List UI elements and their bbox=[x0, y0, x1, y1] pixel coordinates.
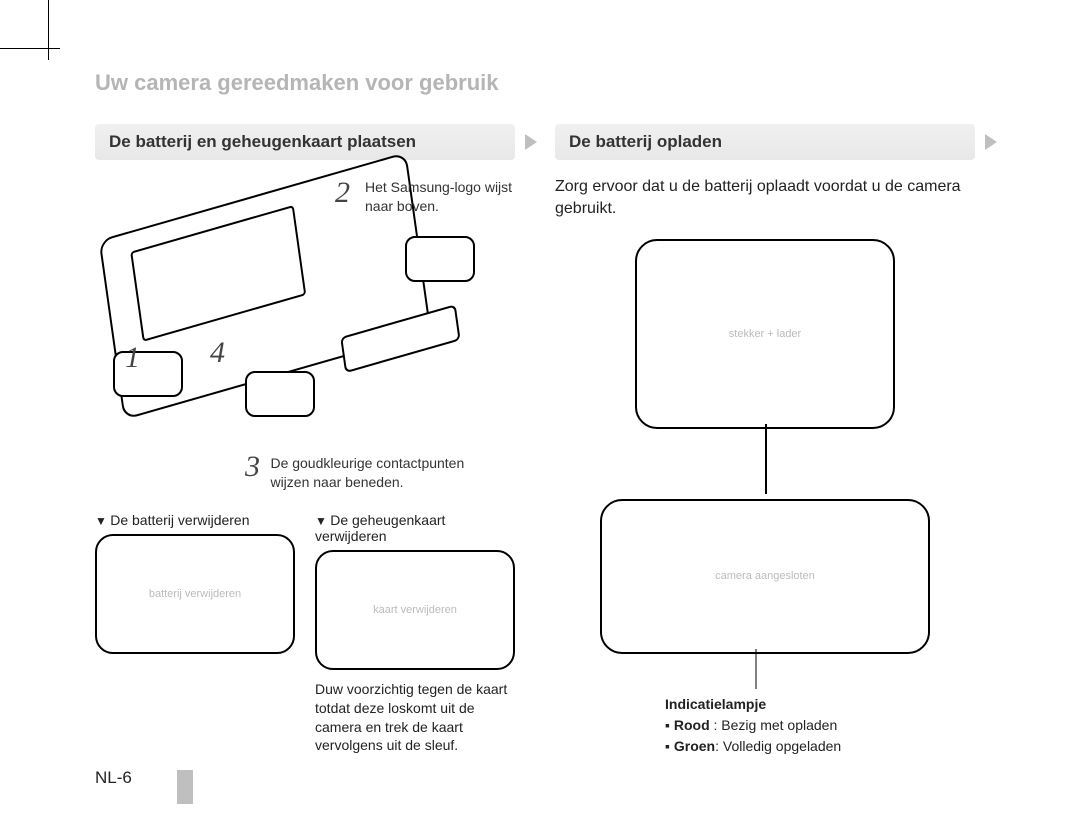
page-number-bar bbox=[177, 770, 193, 804]
illustration-charger-camera: camera aangesloten bbox=[600, 499, 930, 654]
two-column-layout: De batterij en geheugenkaart plaatsen 1 … bbox=[95, 124, 995, 757]
indicator-pointer bbox=[755, 649, 757, 689]
indicator-green-label: Groen bbox=[674, 738, 715, 754]
indicator-red-label: Rood bbox=[674, 717, 710, 733]
remove-battery-heading: De batterij verwijderen bbox=[95, 512, 295, 528]
column-left: De batterij en geheugenkaart plaatsen 1 … bbox=[95, 124, 515, 757]
illustration-remove-card: kaart verwijderen bbox=[315, 550, 515, 670]
camera-battery-door bbox=[340, 304, 460, 373]
step-number-4: 4 bbox=[210, 336, 225, 370]
page-number: NL-6 bbox=[95, 768, 132, 788]
indicator-title: Indicatielampje bbox=[665, 694, 975, 715]
callout-step2-sdcard bbox=[405, 236, 475, 282]
illustration-insert-battery-card: 1 2 4 Het Samsung-logo wijst naar boven. bbox=[95, 176, 515, 406]
remove-card-block: De geheugenkaart verwijderen kaart verwi… bbox=[315, 512, 515, 756]
crop-mark-vertical bbox=[48, 0, 49, 60]
section-heading-charge: De batterij opladen bbox=[555, 124, 975, 160]
step-number-2: 2 bbox=[335, 176, 350, 210]
page-title: Uw camera gereedmaken voor gebruik bbox=[95, 70, 995, 96]
charge-lead-text: Zorg ervoor dat u de batterij oplaadt vo… bbox=[555, 176, 975, 221]
section-heading-insert: De batterij en geheugenkaart plaatsen bbox=[95, 124, 515, 160]
remove-row: De batterij verwijderen batterij verwijd… bbox=[95, 512, 515, 756]
indicator-block: Indicatielampje Rood : Bezig met opladen… bbox=[665, 694, 975, 757]
remove-battery-block: De batterij verwijderen batterij verwijd… bbox=[95, 512, 295, 756]
indicator-green-text: : Volledig opgeladen bbox=[715, 738, 841, 754]
illustration-charger-wall: stekker + lader bbox=[635, 239, 895, 429]
step-2-caption: Het Samsung-logo wijst naar boven. bbox=[365, 178, 525, 216]
callout-step1 bbox=[113, 351, 183, 397]
remove-card-caption: Duw voorzichtig tegen de kaart totdat de… bbox=[315, 680, 515, 756]
indicator-red: Rood : Bezig met opladen bbox=[665, 715, 975, 736]
remove-card-heading: De geheugenkaart verwijderen bbox=[315, 512, 515, 544]
step-number-1: 1 bbox=[125, 341, 140, 375]
cable-line bbox=[765, 424, 767, 494]
column-right: De batterij opladen Zorg ervoor dat u de… bbox=[555, 124, 975, 757]
callout-step4 bbox=[245, 371, 315, 417]
indicator-green: Groen: Volledig opgeladen bbox=[665, 736, 975, 757]
step-number-3: 3 bbox=[245, 450, 260, 484]
manual-page: Uw camera gereedmaken voor gebruik De ba… bbox=[95, 70, 995, 800]
step-3-caption: De goudkleurige contactpunten wijzen naa… bbox=[270, 454, 500, 492]
indicator-red-text: : Bezig met opladen bbox=[710, 717, 838, 733]
illustration-remove-battery: batterij verwijderen bbox=[95, 534, 295, 654]
crop-mark-horizontal bbox=[0, 48, 60, 49]
camera-screen bbox=[130, 205, 306, 342]
